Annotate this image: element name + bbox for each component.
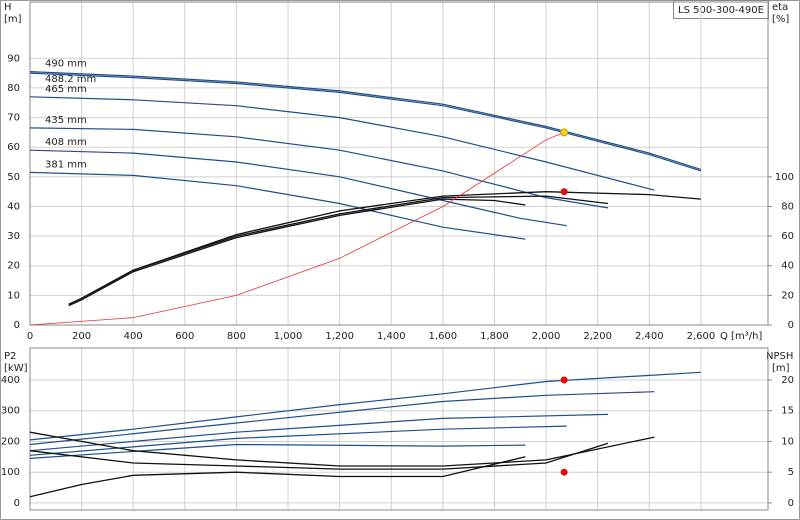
x-tick-label: 1,000 (274, 331, 303, 342)
npsh-curve (29, 456, 526, 498)
x-tick-label: 1,200 (325, 331, 354, 342)
curve (29, 71, 702, 170)
y-tick-label: 50 (7, 172, 20, 183)
x-tick-label: 1,400 (377, 331, 406, 342)
x-tick-label: 0 (27, 331, 33, 342)
x-tick-label: 2,200 (583, 331, 612, 342)
y-tick-label: 400 (1, 375, 20, 386)
x-tick-label: 200 (72, 331, 91, 342)
curve (29, 443, 526, 459)
npsh-point (560, 468, 568, 476)
system-curve (29, 132, 565, 326)
curve (29, 425, 567, 456)
y-tick-label: 300 (1, 406, 20, 417)
x-tick-label: 800 (227, 331, 246, 342)
y-tick-label: 60 (7, 142, 20, 153)
y2-tick-label: 80 (781, 201, 794, 212)
y2-label: eta (772, 2, 788, 13)
plot-frame (29, 1, 769, 326)
x-tick-label: 600 (175, 331, 194, 342)
x-tick-label: 1,600 (429, 331, 458, 342)
curve (29, 413, 609, 452)
curve (29, 72, 702, 172)
curve-label: 488.2 mm (45, 74, 96, 85)
y-unit: [kW] (4, 363, 28, 374)
curve-label: 435 mm (45, 115, 87, 126)
y-tick-label: 30 (7, 231, 20, 242)
y-tick-label: 100 (1, 467, 20, 478)
y2-tick-label: 0 (788, 498, 794, 509)
eta-point (560, 188, 568, 196)
y-tick-label: 90 (7, 53, 20, 64)
y-tick-label: 10 (7, 290, 20, 301)
curve (29, 96, 655, 191)
curve (29, 371, 701, 441)
x-tick-label: 1,800 (480, 331, 509, 342)
curve (29, 149, 567, 227)
x-label: Q [m³/h] (720, 331, 762, 342)
x-tick-label: 2,400 (635, 331, 664, 342)
y-tick-label: 40 (7, 201, 20, 212)
curve (29, 171, 526, 240)
y2-label: NPSH (766, 351, 793, 362)
curve (29, 127, 609, 209)
curve (29, 391, 655, 446)
y2-unit: [%] (772, 14, 789, 25)
y2-unit: [m] (772, 363, 790, 374)
y-label: P2 (4, 351, 16, 362)
npsh-curve (29, 442, 609, 470)
curve-label: 381 mm (45, 159, 87, 170)
y2-tick-label: 15 (781, 406, 794, 417)
y2-tick-label: 20 (781, 375, 794, 386)
npsh-curve (29, 431, 655, 467)
eta-curve (68, 195, 609, 305)
y-unit: [m] (4, 14, 22, 25)
chart-title: LS 500-300-490E (678, 5, 764, 16)
curve-label: 490 mm (45, 59, 87, 70)
y2-tick-label: 5 (788, 467, 794, 478)
y-tick-label: 80 (7, 83, 20, 94)
x-tick-label: 2,600 (687, 331, 716, 342)
x-tick-label: 2,000 (532, 331, 561, 342)
y2-tick-label: 60 (781, 231, 794, 242)
y-label: H (4, 2, 12, 13)
y2-tick-label: 10 (781, 436, 794, 447)
duty-point (560, 128, 569, 137)
y2-tick-label: 40 (781, 261, 794, 272)
y-tick-label: 70 (7, 113, 20, 124)
power-point (560, 376, 568, 384)
y2-tick-label: 100 (775, 172, 794, 183)
plot-frame (29, 347, 769, 511)
y-tick-label: 0 (14, 320, 20, 331)
y-tick-label: 0 (14, 498, 20, 509)
y2-tick-label: 20 (781, 290, 794, 301)
eta-curve (68, 198, 526, 307)
x-tick-label: 400 (124, 331, 143, 342)
y2-tick-label: 0 (788, 320, 794, 331)
curve-label: 465 mm (45, 84, 87, 95)
curve-label: 408 mm (45, 137, 87, 148)
y-tick-label: 20 (7, 261, 20, 272)
y-tick-label: 200 (1, 436, 20, 447)
